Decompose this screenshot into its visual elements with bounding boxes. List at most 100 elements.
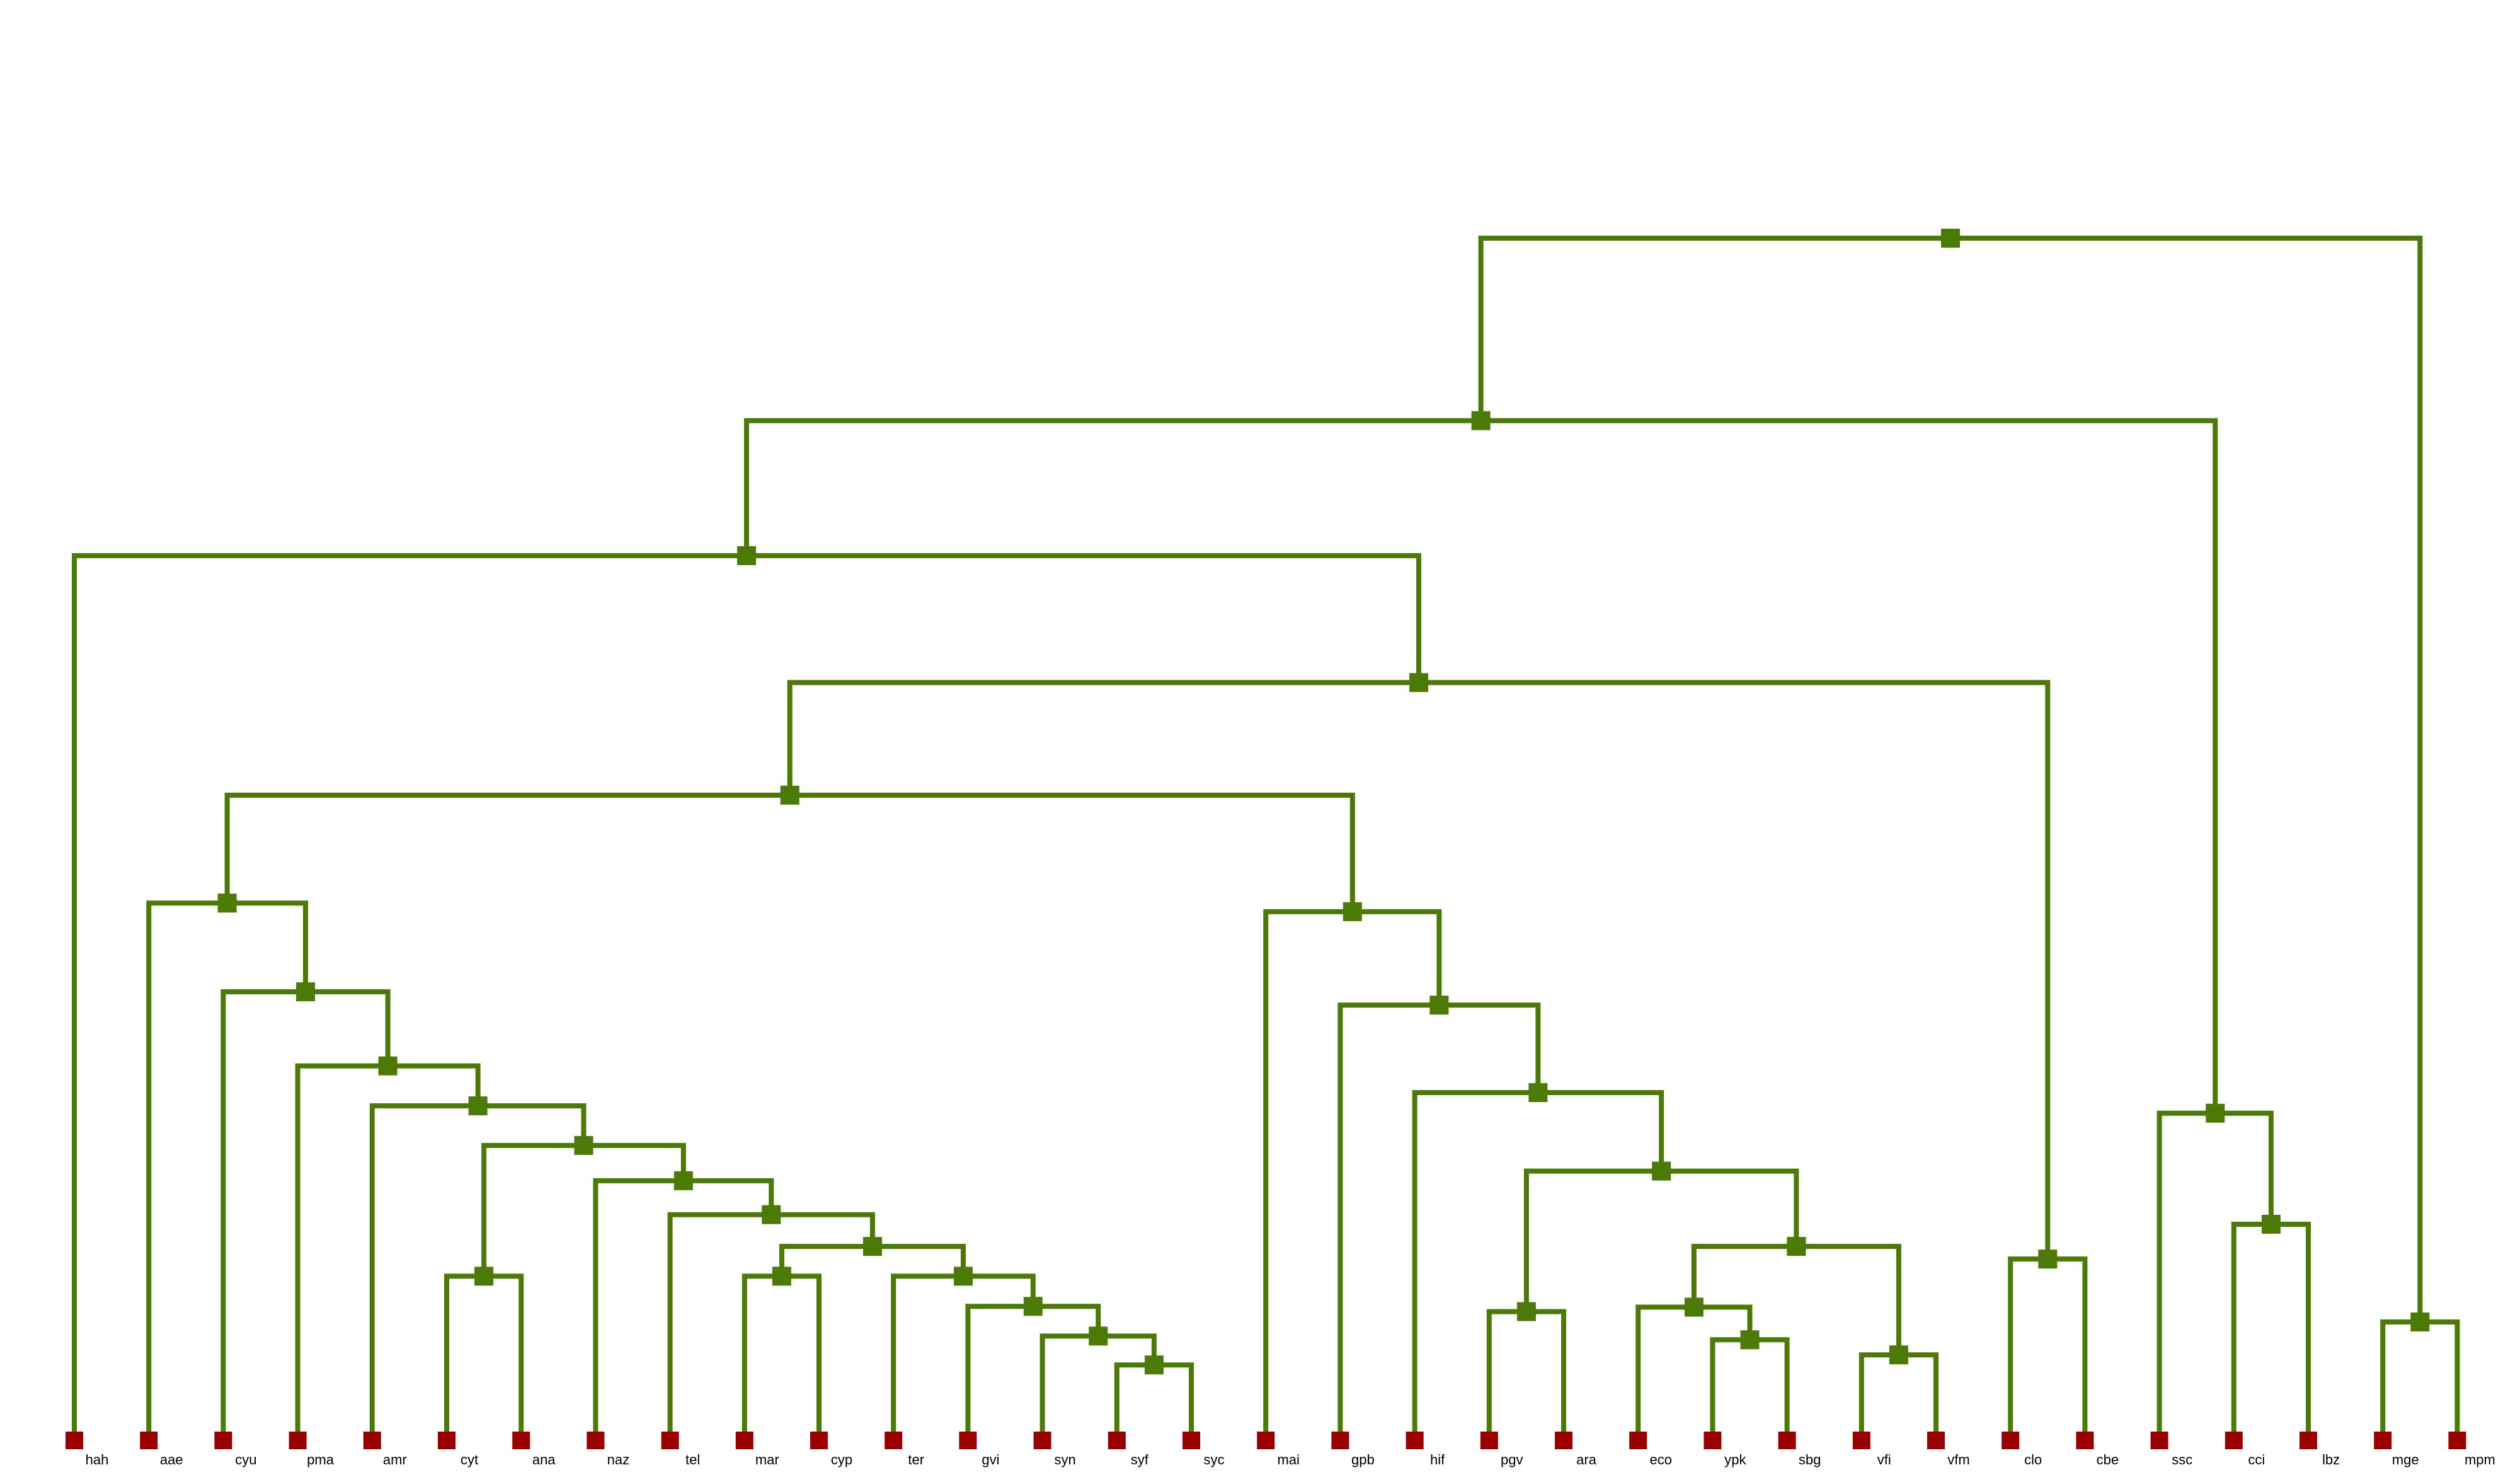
leaf-node-pgv	[1480, 1432, 1498, 1449]
leaf-node-ana	[512, 1432, 530, 1449]
dendrogram-edge	[1412, 1090, 1541, 1443]
dendrogram-edge	[965, 1304, 1036, 1443]
internal-node	[1528, 1083, 1548, 1103]
dendrogram-edge	[1114, 1362, 1157, 1443]
leaf-node-cbe	[2076, 1432, 2094, 1449]
internal-node	[574, 1135, 593, 1155]
internal-node	[1684, 1297, 1704, 1317]
dendrogram-edge	[1486, 1309, 1529, 1443]
dendrogram-edge	[303, 989, 391, 1069]
internal-node	[474, 1267, 494, 1286]
dendrogram-edge	[220, 989, 309, 1443]
dendrogram-edge	[2045, 1256, 2088, 1443]
leaf-label-vfi: vfi	[1877, 1452, 1891, 1468]
leaf-label-vfm: vfm	[1947, 1452, 1969, 1468]
internal-node	[1652, 1161, 1671, 1181]
leaf-label-hif: hif	[1430, 1452, 1445, 1468]
dendrogram-edge	[680, 1178, 774, 1217]
leaf-label-ana: ana	[532, 1452, 556, 1468]
dendrogram-edge	[593, 1178, 686, 1443]
dendrogram-edge	[2213, 1110, 2274, 1227]
dendrogram-edge	[742, 1273, 784, 1443]
leaf-label-cyt: cyt	[461, 1452, 478, 1468]
dendrogram-edge	[1523, 1309, 1566, 1443]
dendrogram-edge	[481, 1273, 524, 1443]
leaf-node-lbz	[2300, 1432, 2317, 1449]
dendrogram-edges	[72, 236, 2460, 1443]
dendrogram-edge	[1337, 1002, 1442, 1443]
dendrogram-edge	[1030, 1304, 1101, 1339]
leaf-label-ypk: ypk	[1724, 1452, 1746, 1468]
leaf-label-pgv: pgv	[1501, 1452, 1523, 1468]
leaf-node-gvi	[959, 1432, 977, 1449]
internal-node	[1343, 902, 1362, 921]
dendrogram-edge	[787, 792, 1355, 914]
dendrogram-edge	[2417, 1319, 2460, 1443]
internal-node	[673, 1171, 693, 1190]
leaf-node-syn	[1033, 1432, 1051, 1449]
leaf-label-mar: mar	[755, 1452, 779, 1468]
leaf-label-clo: clo	[2024, 1452, 2042, 1468]
dendrogram-edge	[1263, 909, 1355, 1443]
dendrogram-edge	[1151, 1362, 1194, 1443]
leaf-node-cyu	[214, 1432, 232, 1449]
dendrogram-edge	[1691, 1244, 1799, 1310]
internal-node	[1023, 1297, 1043, 1316]
dendrogram-edge	[481, 1142, 587, 1279]
internal-node	[772, 1267, 791, 1286]
leaf-node-sbg	[1778, 1432, 1796, 1449]
dendrogram-edge	[1349, 909, 1442, 1008]
leaf-node-vfm	[1927, 1432, 1945, 1449]
leaf-label-gvi: gvi	[982, 1452, 999, 1468]
internal-node	[296, 982, 316, 1002]
dendrogram-edge	[961, 1273, 1036, 1309]
internal-node	[862, 1237, 882, 1256]
leaf-label-cyu: cyu	[235, 1452, 256, 1468]
dendrogram-edge	[1691, 1304, 1753, 1343]
dendrogram-edge	[146, 900, 230, 1443]
dendrogram-nodes	[66, 229, 2466, 1449]
internal-node	[217, 893, 237, 913]
dendrogram-edge	[1947, 236, 2423, 1325]
leaf-node-mar	[735, 1432, 753, 1449]
leaf-node-mge	[2374, 1432, 2392, 1449]
dendrogram-edge	[2231, 1221, 2274, 1443]
leaf-label-hah: hah	[86, 1452, 109, 1468]
dendrogram-edge	[891, 1273, 966, 1443]
leaf-label-pma: pma	[307, 1452, 335, 1468]
leaf-node-hif	[1406, 1432, 1424, 1449]
dendrogram-edge	[1635, 1304, 1697, 1443]
internal-node	[1740, 1330, 1760, 1350]
leaf-node-cyp	[810, 1432, 828, 1449]
internal-node	[1940, 229, 1960, 248]
dendrogram-edge	[769, 1212, 875, 1249]
dendrogram-edge	[369, 1103, 481, 1443]
internal-node	[378, 1056, 398, 1076]
leaf-label-sbg: sbg	[1799, 1452, 1821, 1468]
leaf-label-cyp: cyp	[831, 1452, 852, 1468]
leaf-label-ara: ara	[1576, 1452, 1597, 1468]
internal-node	[1089, 1326, 1108, 1346]
dendrogram-edge	[1096, 1333, 1157, 1368]
dendrogram-edge	[1858, 1352, 1901, 1443]
leaf-label-ter: ter	[908, 1452, 924, 1468]
leaf-node-aae	[140, 1432, 158, 1449]
dendrogram-edge	[1747, 1337, 1790, 1443]
dendrogram-edge	[581, 1142, 686, 1183]
dendrogram-edge	[744, 553, 1421, 686]
internal-node	[780, 785, 799, 805]
leaf-label-syn: syn	[1054, 1452, 1075, 1468]
internal-node	[1429, 996, 1449, 1015]
dendrogram-edge	[744, 418, 1484, 558]
internal-node	[2206, 1103, 2225, 1123]
internal-node	[1889, 1345, 1908, 1365]
internal-node	[1516, 1302, 1536, 1321]
dendrogram-edge	[475, 1103, 587, 1148]
internal-node	[1409, 673, 1428, 692]
leaf-node-syf	[1108, 1432, 1126, 1449]
internal-node	[2261, 1214, 2281, 1234]
leaf-label-syf: syf	[1131, 1452, 1149, 1468]
leaf-label-aae: aae	[160, 1452, 183, 1468]
dendrogram-edge	[224, 792, 793, 906]
